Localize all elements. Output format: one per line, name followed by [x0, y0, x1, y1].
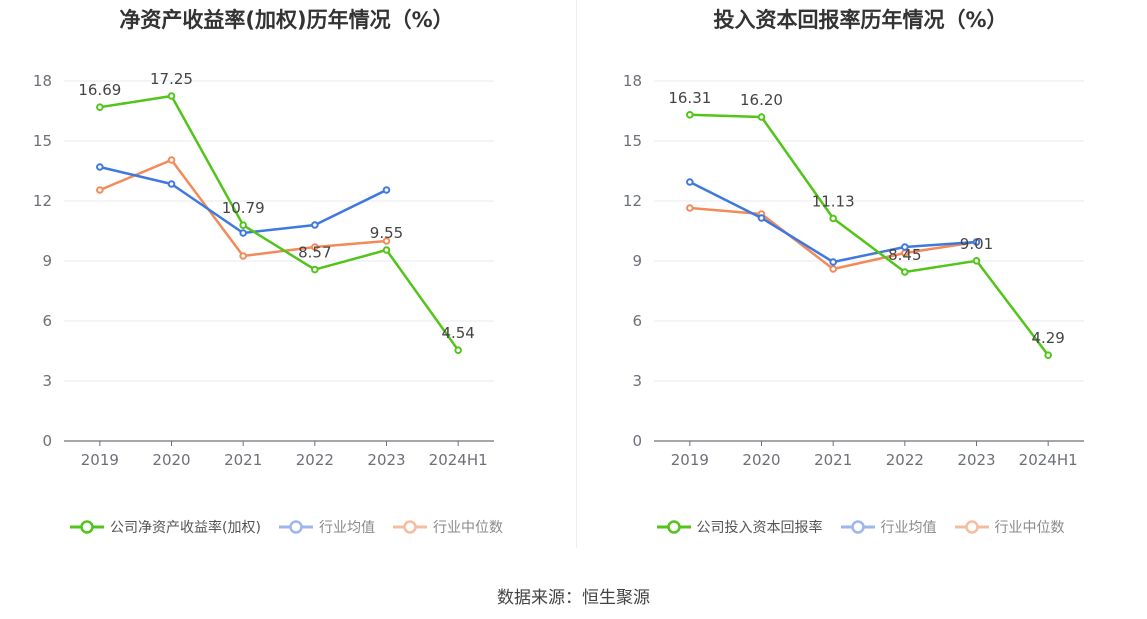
legend-line-marker-icon — [70, 520, 105, 534]
legend-item-company[interactable]: 公司投入资本回报率 — [656, 517, 823, 537]
x-tick-label: 2023 — [367, 451, 405, 469]
y-tick-label: 0 — [632, 432, 642, 450]
x-tick-label: 2023 — [957, 451, 995, 469]
legend-item-industry-median[interactable]: 行业中位数 — [954, 517, 1065, 537]
legend-line-marker-icon — [656, 520, 691, 534]
y-tick-label: 6 — [42, 312, 52, 330]
data-label: 9.55 — [370, 224, 403, 242]
legend-label: 行业中位数 — [432, 520, 503, 536]
data-point-median — [239, 252, 247, 260]
y-tick-label: 9 — [42, 252, 52, 270]
chart-title: 净资产收益率(加权)历年情况（%） — [119, 8, 454, 32]
roe-chart-svg: 0 3 6 9 12 15 18 2019 2020 2021 2022 2023 2024H1 16.6… — [33, 70, 494, 469]
y-tick-label: 9 — [632, 252, 642, 270]
y-tick-label: 18 — [33, 72, 52, 90]
legend-label: 公司投入资本回报率 — [696, 520, 823, 536]
data-label: 11.13 — [812, 192, 855, 210]
data-point-median — [829, 265, 837, 273]
x-tick-label: 2019 — [81, 451, 119, 469]
data-point-company — [829, 214, 837, 223]
chart-legend: 公司净资产收益率(加权) 行业均值 行业中位数 — [0, 517, 573, 537]
data-point-company — [382, 246, 391, 254]
series-line-company — [99, 94, 460, 351]
data-point-company — [757, 113, 766, 121]
data-point-company — [686, 111, 694, 119]
y-tick-label: 12 — [33, 192, 52, 210]
legend-line-marker-icon — [840, 520, 875, 534]
x-tick-label: 2022 — [886, 451, 924, 469]
data-point-company — [96, 103, 104, 111]
legend-item-industry-avg[interactable]: 行业均值 — [278, 517, 375, 537]
roic-chart-panel: 投入资本回报率历年情况（%） 0 3 6 9 12 15 18 2019 2020 2021 202… — [574, 0, 1147, 560]
data-label: 4.54 — [441, 324, 474, 342]
data-point-company — [454, 346, 462, 355]
data-point-avg — [96, 163, 104, 171]
data-point-avg — [167, 180, 176, 188]
roe-chart-panel: 净资产收益率(加权)历年情况（%） 0 3 6 9 12 15 18 2019 2020 2021… — [0, 0, 573, 560]
y-tick-label: 3 — [42, 372, 52, 390]
legend-line-marker-icon — [954, 520, 989, 534]
chart-title: 投入资本回报率历年情况（%） — [713, 8, 1008, 32]
legend-item-company[interactable]: 公司净资产收益率(加权) — [70, 517, 261, 537]
x-tick-label: 2020 — [152, 451, 190, 469]
y-tick-label: 15 — [623, 132, 642, 150]
legend-label: 行业均值 — [318, 520, 375, 536]
data-point-company — [972, 257, 981, 265]
x-tick-label: 2024H1 — [1019, 451, 1078, 469]
data-point-company — [1044, 351, 1052, 360]
data-label: 8.57 — [298, 244, 331, 262]
legend-label: 行业均值 — [880, 520, 937, 536]
data-label: 10.79 — [222, 199, 265, 217]
data-point-avg — [686, 178, 694, 186]
data-point-avg — [829, 258, 837, 266]
data-point-median — [167, 156, 176, 164]
data-label: 16.20 — [740, 91, 783, 109]
legend-label: 公司净资产收益率(加权) — [110, 520, 261, 536]
data-source-note: 数据来源：恒生聚源 — [497, 588, 650, 608]
legend-item-industry-median[interactable]: 行业中位数 — [392, 517, 503, 537]
data-point-avg — [311, 221, 319, 229]
y-tick-label: 18 — [623, 72, 642, 90]
legend-line-marker-icon — [392, 520, 427, 534]
legend-label: 行业中位数 — [994, 520, 1065, 536]
data-label: 9.01 — [960, 235, 993, 253]
legend-line-marker-icon — [278, 520, 313, 534]
data-point-median — [382, 237, 391, 245]
data-point-avg — [972, 238, 981, 246]
data-point-median — [311, 243, 319, 251]
y-tick-label: 0 — [42, 432, 52, 450]
data-label: 8.45 — [888, 246, 921, 264]
data-point-median — [686, 204, 694, 212]
x-tick-label: 2020 — [742, 451, 780, 469]
data-label: 4.29 — [1031, 329, 1064, 347]
data-point-avg — [239, 229, 247, 237]
data-point-company — [901, 268, 909, 276]
x-tick-label: 2022 — [296, 451, 334, 469]
x-tick-label: 2021 — [814, 451, 852, 469]
y-tick-label: 12 — [623, 192, 642, 210]
data-point-company — [311, 265, 319, 274]
y-tick-label: 15 — [33, 132, 52, 150]
data-point-avg — [901, 243, 909, 251]
panel-divider — [576, 0, 577, 548]
data-point-median — [96, 186, 104, 194]
data-point-company — [167, 92, 176, 100]
data-point-company — [239, 221, 247, 229]
data-point-avg — [382, 186, 391, 194]
series-line-company — [689, 113, 1050, 356]
y-tick-label: 3 — [632, 372, 642, 390]
data-point-avg — [757, 214, 766, 222]
x-tick-label: 2021 — [224, 451, 262, 469]
data-label: 17.25 — [150, 70, 193, 88]
y-tick-label: 6 — [632, 312, 642, 330]
x-tick-label: 2024H1 — [429, 451, 488, 469]
roic-chart-svg: 0 3 6 9 12 15 18 2019 2020 2021 2022 2023 2024H1 16.3… — [623, 72, 1084, 469]
legend-item-industry-avg[interactable]: 行业均值 — [840, 517, 937, 537]
data-label: 16.31 — [668, 89, 711, 107]
chart-legend: 公司投入资本回报率 行业均值 行业中位数 — [574, 517, 1147, 537]
x-tick-label: 2019 — [671, 451, 709, 469]
data-label: 16.69 — [78, 81, 121, 99]
